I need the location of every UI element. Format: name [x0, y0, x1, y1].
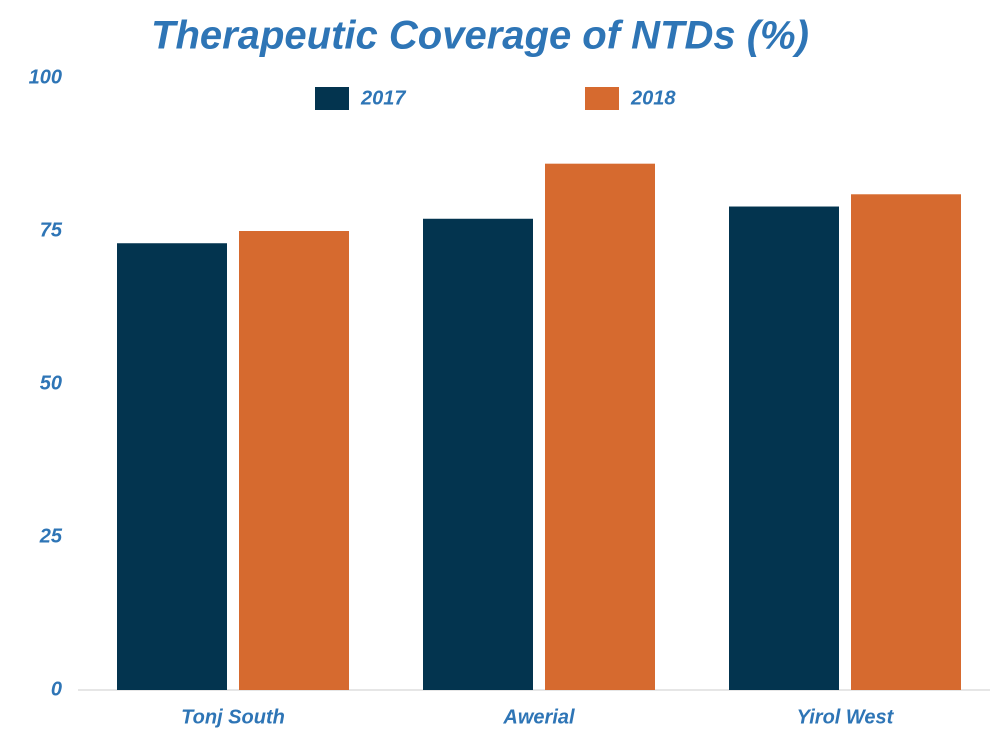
x-tick-label: Tonj South: [181, 706, 285, 728]
chart-title: Therapeutic Coverage of NTDs (%): [151, 14, 809, 58]
y-tick-label: 0: [51, 678, 62, 700]
y-tick-label: 100: [29, 66, 62, 88]
bar: [851, 194, 961, 690]
bar: [239, 231, 349, 690]
x-tick-label: Awerial: [502, 706, 575, 728]
bar: [423, 218, 533, 690]
y-tick-label: 75: [40, 219, 63, 241]
bar: [117, 243, 227, 691]
y-tick-label: 25: [39, 525, 63, 547]
legend-swatch: [315, 87, 349, 110]
y-tick-label: 50: [40, 372, 62, 394]
legend-label: 2018: [630, 87, 676, 109]
legend-label: 2017: [360, 87, 406, 109]
x-tick-label: Yirol West: [797, 706, 895, 728]
legend-swatch: [585, 87, 619, 110]
bar: [545, 163, 655, 690]
bar: [729, 206, 839, 690]
